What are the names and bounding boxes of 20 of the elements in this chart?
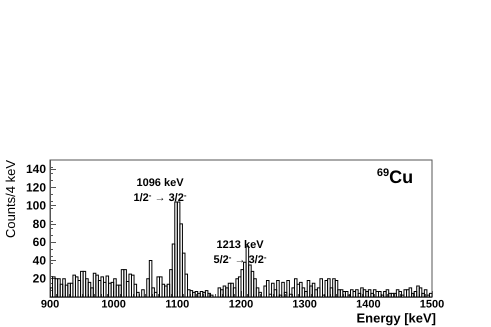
y-tick-label: 140: [26, 162, 46, 176]
y-tick-label: 100: [26, 198, 46, 213]
x-tick-label: 1000: [101, 298, 126, 310]
y-tick-label: 20: [32, 272, 46, 286]
annotation: 1/2- → 3/2-: [133, 191, 187, 204]
y-axis-title: Counts/4 keV: [3, 160, 18, 238]
x-tick-label: 1200: [228, 298, 254, 310]
x-tick-label: 1400: [356, 298, 381, 310]
annotation: 1213 keV: [216, 239, 264, 251]
x-tick-label: 1500: [420, 298, 444, 310]
annotation: 5/2- → 3/2-: [213, 253, 267, 266]
y-tick-label: 60: [32, 235, 46, 250]
x-axis-title: Energy [keV]: [356, 310, 436, 326]
x-tick-label: 1300: [292, 298, 317, 310]
y-tick-label: 80: [32, 216, 46, 231]
x-tick-label: 900: [40, 298, 60, 310]
x-tick-label: 1100: [165, 298, 190, 310]
annotation: 1096 keV: [136, 177, 184, 189]
y-tick-label: 120: [26, 180, 46, 194]
y-tick-label: 40: [32, 253, 46, 268]
